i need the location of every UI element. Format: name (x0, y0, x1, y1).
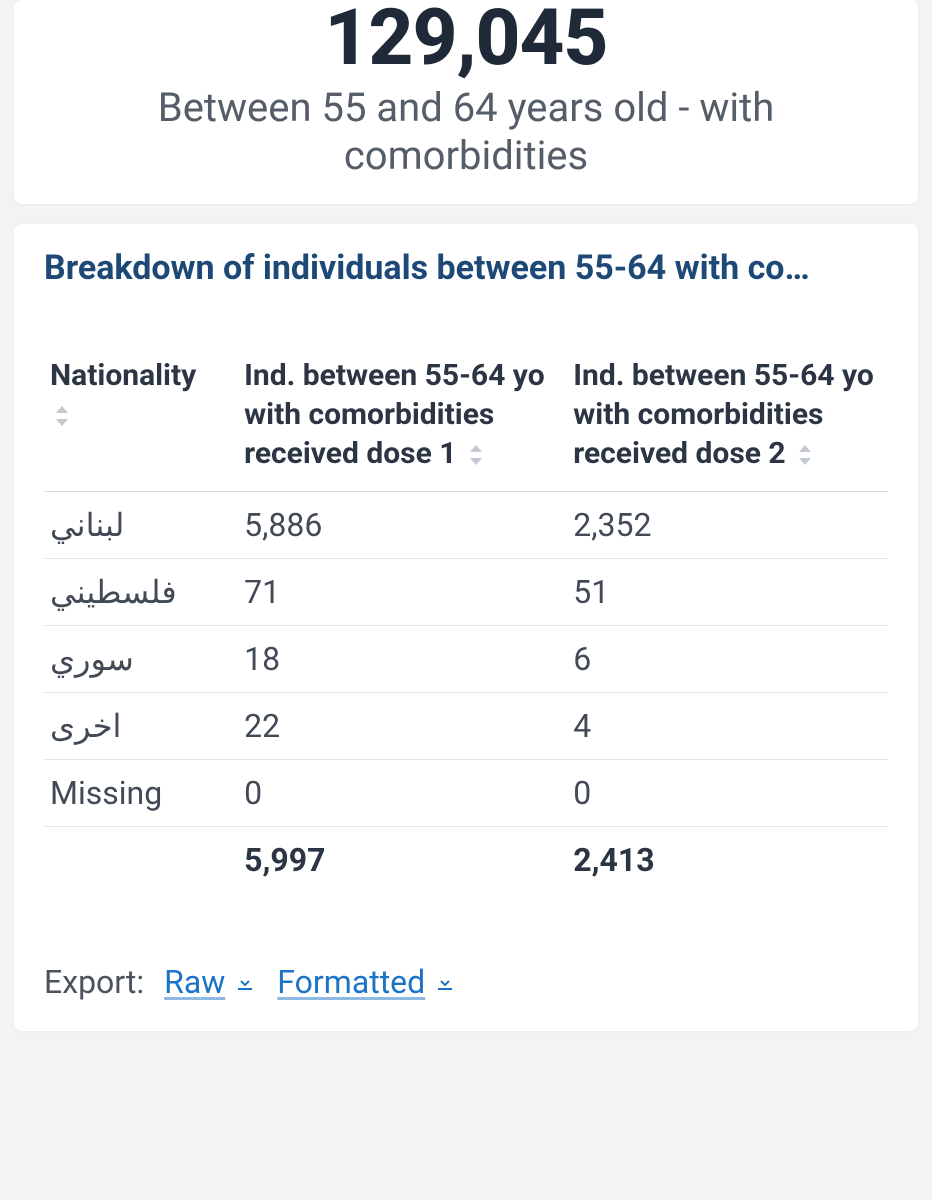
download-icon (233, 970, 257, 994)
col-header-nationality[interactable]: Nationality (44, 348, 238, 492)
cell-dose2: 51 (567, 559, 888, 626)
cell-dose2: 0 (567, 760, 888, 827)
cell-dose1: 71 (238, 559, 567, 626)
cell-dose2: 6 (567, 626, 888, 693)
export-row: Export: Raw Formatted (44, 963, 888, 1001)
cell-dose1: 0 (238, 760, 567, 827)
cell-dose2: 2,352 (567, 492, 888, 559)
sort-icon[interactable] (797, 443, 813, 467)
export-formatted-label: Formatted (277, 963, 425, 1001)
col-header-label: Ind. between 55-64 yo with comorbidities… (244, 358, 545, 471)
table-row: فلسطيني 71 51 (44, 559, 888, 626)
cell-dose2-total: 2,413 (567, 827, 888, 894)
col-header-dose2[interactable]: Ind. between 55-64 yo with comorbidities… (567, 348, 888, 492)
table-totals-row: 5,997 2,413 (44, 827, 888, 894)
cell-dose1: 22 (238, 693, 567, 760)
cell-dose1: 5,886 (238, 492, 567, 559)
sort-icon[interactable] (468, 443, 484, 467)
cell-nationality: فلسطيني (44, 559, 238, 626)
stat-card: 129,045 Between 55 and 64 years old - wi… (14, 0, 918, 204)
stat-value: 129,045 (44, 0, 888, 78)
col-header-label: Nationality (50, 358, 196, 393)
cell-nationality: لبناني (44, 492, 238, 559)
stat-label: Between 55 and 64 years old - with comor… (44, 84, 888, 180)
cell-nationality-total (44, 827, 238, 894)
table-header-row: Nationality Ind. between 55-64 yo with c… (44, 348, 888, 492)
cell-dose1: 18 (238, 626, 567, 693)
breakdown-table: Nationality Ind. between 55-64 yo with c… (44, 348, 888, 893)
export-label: Export: (44, 963, 144, 1001)
export-formatted-link[interactable]: Formatted (277, 963, 457, 1001)
col-header-dose1[interactable]: Ind. between 55-64 yo with comorbidities… (238, 348, 567, 492)
col-header-label: Ind. between 55-64 yo with comorbidities… (573, 358, 874, 471)
download-icon (433, 970, 457, 994)
export-raw-label: Raw (164, 963, 225, 1001)
breakdown-card: Breakdown of individuals between 55-64 w… (14, 224, 918, 1031)
table-row: سوري 18 6 (44, 626, 888, 693)
table-row: لبناني 5,886 2,352 (44, 492, 888, 559)
cell-nationality: سوري (44, 626, 238, 693)
cell-dose2: 4 (567, 693, 888, 760)
sort-icon[interactable] (54, 404, 70, 428)
cell-dose1-total: 5,997 (238, 827, 567, 894)
export-raw-link[interactable]: Raw (164, 963, 257, 1001)
table-row: اخرى 22 4 (44, 693, 888, 760)
card-title: Breakdown of individuals between 55-64 w… (44, 248, 888, 288)
cell-nationality: اخرى (44, 693, 238, 760)
table-row: Missing 0 0 (44, 760, 888, 827)
cell-nationality: Missing (44, 760, 238, 827)
